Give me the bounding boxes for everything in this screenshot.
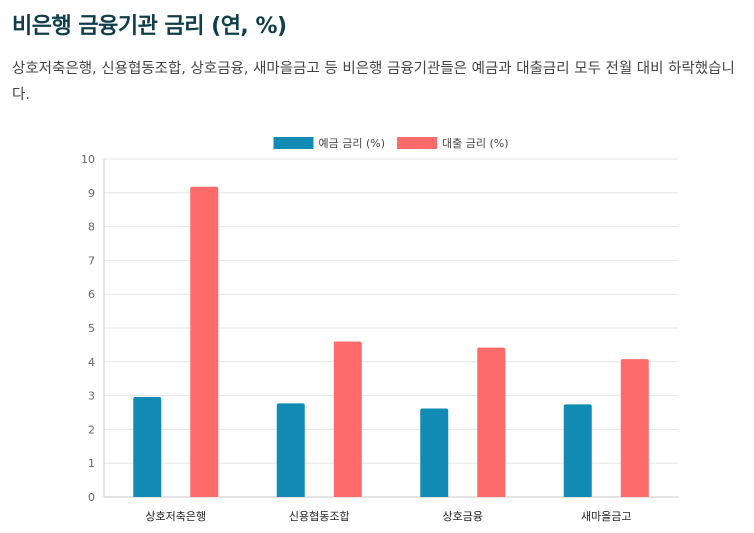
y-tick-label: 2 — [88, 423, 95, 436]
bar-deposit-3[interactable] — [420, 408, 449, 497]
y-tick-label: 5 — [88, 322, 95, 335]
y-tick-label: 0 — [88, 491, 95, 504]
y-tick-label: 4 — [88, 356, 95, 369]
y-tick-label: 3 — [88, 390, 95, 403]
x-tick-label: 상호금융 — [443, 510, 483, 523]
bar-deposit-2[interactable] — [276, 403, 305, 497]
bar-loan-4[interactable] — [620, 359, 649, 497]
legend-swatch-deposit[interactable] — [273, 137, 314, 149]
y-tick-label: 6 — [88, 288, 95, 301]
y-tick-label: 7 — [88, 254, 95, 267]
bar-loan-3[interactable] — [477, 347, 506, 497]
x-tick-label: 상호저축은행 — [145, 510, 206, 523]
bar-deposit-1[interactable] — [133, 396, 162, 497]
y-tick-label: 10 — [81, 153, 95, 166]
x-tick-label: 새마을금고 — [581, 510, 632, 523]
page-description: 상호저축은행, 신용협동조합, 상호금융, 새마을금고 등 비은행 금융기관들은… — [12, 61, 735, 103]
bar-loan-2[interactable] — [333, 341, 362, 497]
bar-deposit-4[interactable] — [563, 404, 592, 497]
page-title: 비은행 금융기관 금리 (연, %) — [12, 14, 287, 39]
x-tick-label: 신용협동조합 — [289, 510, 350, 523]
y-tick-label: 8 — [88, 221, 95, 234]
bar-loan-1[interactable] — [190, 186, 219, 497]
y-tick-label: 9 — [88, 187, 95, 200]
legend-label-deposit: 예금 금리 (%) — [318, 137, 385, 150]
legend-label-loan: 대출 금리 (%) — [442, 137, 509, 150]
y-tick-label: 1 — [88, 457, 95, 470]
legend-swatch-loan[interactable] — [397, 137, 437, 149]
